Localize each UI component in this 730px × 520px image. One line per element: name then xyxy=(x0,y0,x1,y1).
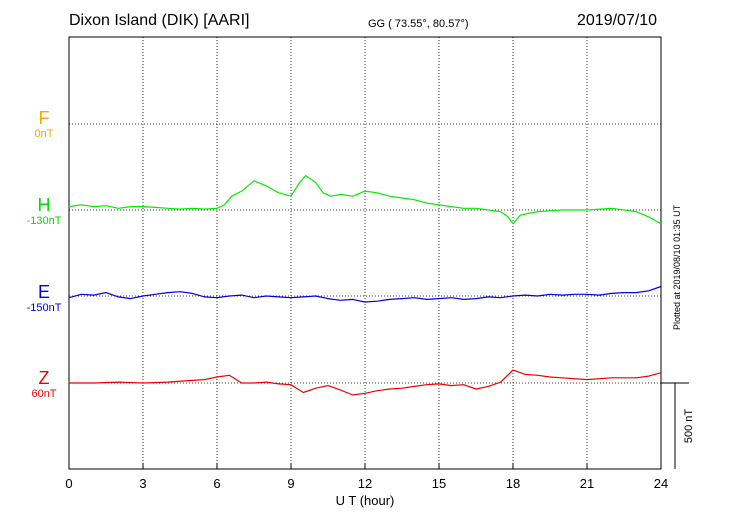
plotted-timestamp: Plotted at 2019/08/10 01:35 UT xyxy=(672,204,682,330)
x-tick-label: 3 xyxy=(139,476,146,491)
x-axis-ticks: 0 3 6 9 12 15 18 21 24 xyxy=(65,463,668,491)
series-group xyxy=(68,175,662,396)
channel-offset-H: -130nT xyxy=(26,215,62,227)
x-tick-label: 15 xyxy=(432,476,446,491)
channel-label-F: F 0nT xyxy=(9,108,79,141)
channel-offset-E: -150nT xyxy=(26,302,62,314)
series-line-Z xyxy=(69,369,662,396)
series-line-E xyxy=(68,285,662,303)
x-tick-label: 0 xyxy=(65,476,72,491)
x-tick-label: 12 xyxy=(358,476,372,491)
channel-name-Z: Z xyxy=(38,368,50,388)
series-line-H xyxy=(68,175,662,225)
channel-name-E: E xyxy=(37,282,50,302)
channel-label-E: E -150nT xyxy=(9,282,79,315)
x-tick-label: 6 xyxy=(213,476,220,491)
x-tick-label: 21 xyxy=(580,476,594,491)
channel-name-F: F xyxy=(38,108,50,128)
channel-offset-F: 0nT xyxy=(34,128,54,140)
grid-lines xyxy=(69,37,661,469)
channel-label-Z: Z 60nT xyxy=(9,368,79,401)
x-tick-label: 9 xyxy=(287,476,294,491)
date-label: 2019/07/10 xyxy=(577,12,658,29)
channel-name-H: H xyxy=(37,195,51,215)
x-axis-label: U T (hour) xyxy=(336,493,395,508)
x-tick-label: 24 xyxy=(654,476,668,491)
station-title: Dixon Island (DIK) [AARI] xyxy=(69,12,250,29)
scale-bar-label: 500 nT xyxy=(683,409,695,444)
geographic-coords: GG ( 73.55°, 80.57°) xyxy=(368,18,469,30)
channel-label-H: H -130nT xyxy=(9,195,79,228)
channel-offset-Z: 60nT xyxy=(31,388,57,400)
scale-bar: 500 nT xyxy=(661,382,695,469)
x-tick-label: 18 xyxy=(506,476,520,491)
